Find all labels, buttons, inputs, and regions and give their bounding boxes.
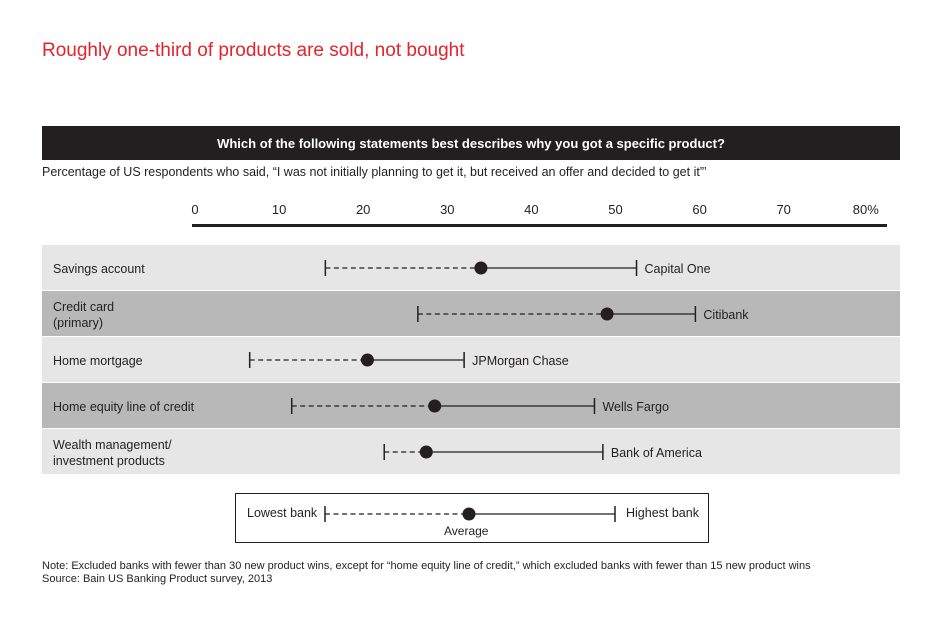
average-dot	[474, 261, 488, 275]
axis-tick-label: 80%	[853, 202, 879, 217]
legend-high-label: Highest bank	[626, 506, 699, 520]
axis-tick-label: 20	[356, 202, 370, 217]
question-banner: Which of the following statements best d…	[42, 126, 900, 160]
range-chart: 0 10 20 30 40 50 60 70 80% Savings account Capital…	[42, 202, 900, 474]
average-dot	[428, 399, 442, 413]
legend: Lowest bank Highest bank Average	[235, 493, 709, 543]
source-text: Source: Bain US Banking Product survey, …	[42, 573, 273, 585]
bank-label: Wells Fargo	[602, 400, 669, 414]
bank-label: Bank of America	[611, 446, 702, 460]
average-dot	[360, 353, 374, 367]
row-label: Savings account	[53, 262, 145, 276]
row-label: investment products	[53, 454, 165, 468]
axis-tick-label: 50	[608, 202, 622, 217]
chart-title: Roughly one-third of products are sold, …	[42, 40, 465, 61]
axis-tick-label: 0	[191, 202, 198, 217]
axis-tick-label: 60	[692, 202, 706, 217]
row-label: Home equity line of credit	[53, 400, 195, 414]
legend-average-label: Average	[444, 524, 489, 538]
axis-tick-label: 10	[272, 202, 286, 217]
note-text: Note: Excluded banks with fewer than 30 …	[42, 560, 811, 572]
average-dot	[419, 445, 433, 459]
row-background	[42, 337, 900, 382]
bank-label: Capital One	[645, 262, 711, 276]
row-label: Credit card	[53, 300, 114, 314]
row-label: Wealth management/	[53, 438, 172, 452]
question-text: Which of the following statements best d…	[217, 135, 725, 151]
axis-tick-label: 40	[524, 202, 538, 217]
footnote: Note: Excluded banks with fewer than 30 …	[42, 560, 811, 586]
legend-average-dot	[462, 507, 476, 521]
bank-label: JPMorgan Chase	[472, 354, 569, 368]
bank-label: Citibank	[703, 308, 749, 322]
axis-line	[192, 224, 887, 227]
chart-subtitle: Percentage of US respondents who said, “…	[42, 165, 707, 179]
row-label: Home mortgage	[53, 354, 143, 368]
average-dot	[600, 307, 614, 321]
legend-low-label: Lowest bank	[247, 506, 318, 520]
legend-graphic	[324, 506, 616, 522]
axis-tick-label: 70	[776, 202, 790, 217]
axis-tick-label: 30	[440, 202, 454, 217]
row-label: (primary)	[53, 316, 103, 330]
